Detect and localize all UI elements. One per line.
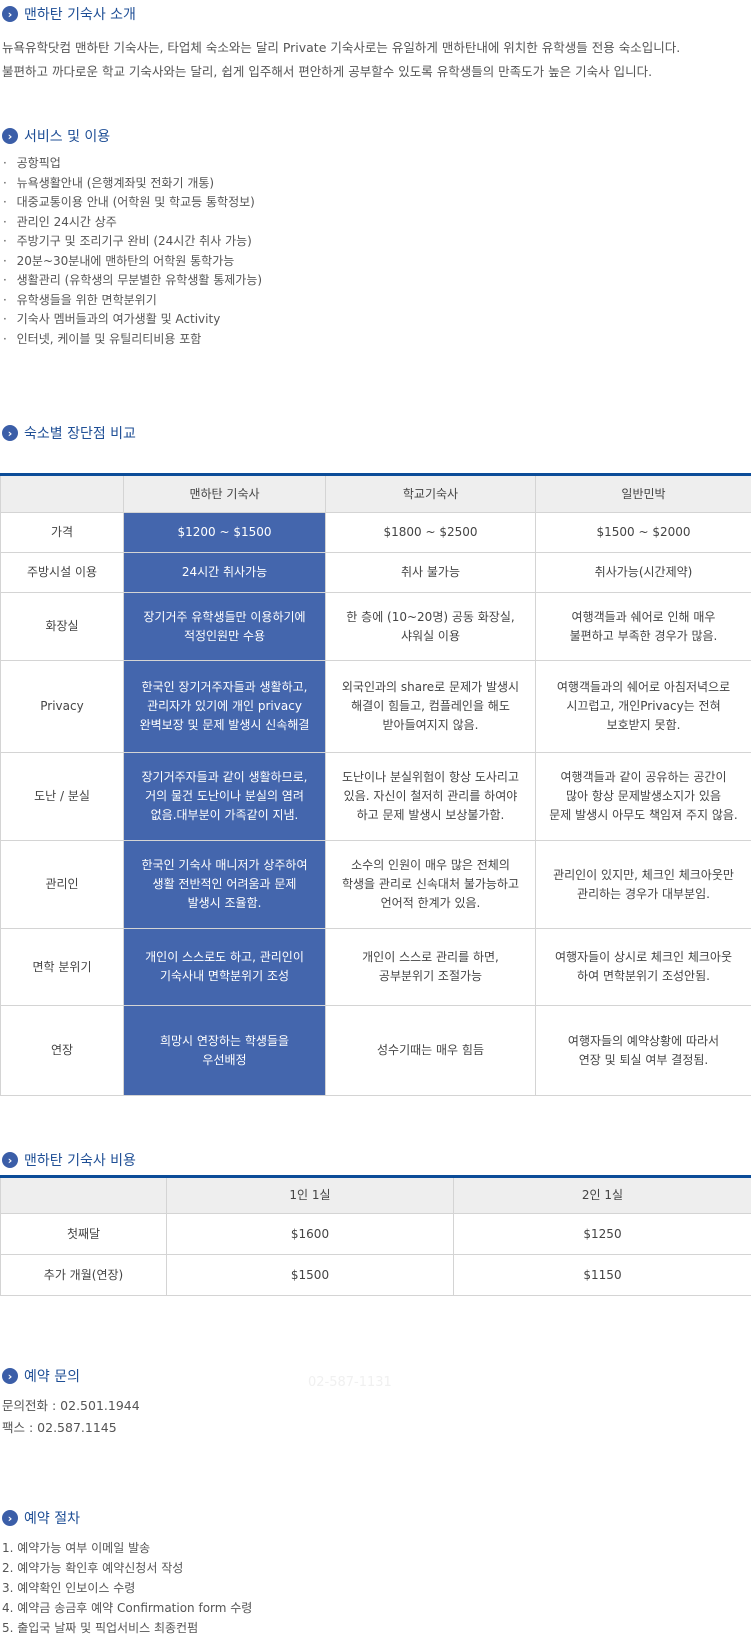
row-label: 면학 분위기 [0,928,124,1006]
table-row: 첫째달 $1600 $1250 [0,1213,751,1255]
list-item: 대중교통이용 안내 (어학원 및 학교등 통학정보) [3,193,262,213]
list-item: 2. 예약가능 확인후 예약신청서 작성 [2,1561,184,1575]
section-title-procedure: › 예약 절차 [2,1508,80,1528]
faint-phone: 02-587-1131 [308,1375,392,1390]
list-item: 주방기구 및 조리기구 완비 (24시간 취사 가능) [3,232,262,252]
table-row: 가격 $1200 ~ $1500 $1800 ~ $2500 $1500 ~ $200… [0,512,751,553]
table-row: 주방시설 이용 24시간 취사가능 취사 불가능 취사가능(시간제약) [0,552,751,593]
table-cell: 장기거주자들과 같이 생활하므로, 거의 물건 도난이나 분실의 염려 없음.대… [123,752,326,841]
table-cell: 여행자들의 예약상황에 따라서 연장 및 퇴실 여부 결정됨. [535,1005,751,1096]
row-label: Privacy [0,660,124,753]
comparison-table: 맨하탄 기숙사 학교기숙사 일반민박 가격 $1200 ~ $1500 $1800 ~ $… [0,473,751,1096]
table-cell: 도난이나 분실위험이 항상 도사리고 있음. 자신이 철저히 관리를 하여야 하… [325,752,536,841]
intro-text: 뉴욕유학닷컴 맨하탄 기숙사는, 타업체 숙소와는 달리 Private 기숙사… [2,40,681,79]
section-title-compare: › 숙소별 장단점 비교 [2,423,136,443]
table-cell: 여행자들이 상시로 체크인 체크아웃 하여 면학분위기 조성안됨. [535,928,751,1006]
list-item: 3. 예약확인 인보이스 수령 [2,1581,136,1595]
column-header [0,474,124,513]
list-item: 관리인 24시간 상주 [3,213,262,233]
list-item: 공항픽업 [3,154,262,174]
table-cell: $1600 [166,1213,454,1255]
list-item: 4. 예약금 송금후 예약 Confirmation form 수령 [2,1601,253,1615]
row-label: 추가 개월(연장) [0,1254,167,1296]
table-row: 화장실 장기거주 유학생들만 이용하기에 적정인원만 수용 한 층에 (10~20명… [0,592,751,661]
chevron-right-icon: › [2,1368,18,1384]
table-cell: 성수기때는 매우 힘듬 [325,1005,536,1096]
list-item: 인터넷, 케이블 및 유틸리티비용 포함 [3,330,262,350]
table-cell: 외국인과의 share로 문제가 발생시 해결이 힘들고, 컴플레인을 해도 받… [325,660,536,753]
table-cell: 24시간 취사가능 [123,552,326,593]
procedure-list: 1. 예약가능 여부 이메일 발송 2. 예약가능 확인후 예약신청서 작성 3. … [2,1538,252,1638]
table-cell: 한국인 장기거주자들과 생활하고, 관리자가 있기에 개인 privacy 완벽… [123,660,326,753]
section-title-intro: › 맨하탄 기숙사 소개 [2,4,136,24]
column-header: 맨하탄 기숙사 [123,474,326,513]
table-row: 추가 개월(연장) $1500 $1150 [0,1254,751,1296]
table-cell: 장기거주 유학생들만 이용하기에 적정인원만 수용 [123,592,326,661]
list-item: 생활관리 (유학생의 무분별한 유학생활 통제가능) [3,271,262,291]
chevron-right-icon: › [2,1152,18,1168]
row-label: 가격 [0,512,124,553]
section-title-inquiry: › 예약 문의 [2,1366,80,1386]
table-cell: 한 층에 (10~20명) 공동 화장실, 샤워실 이용 [325,592,536,661]
list-item: 5. 출입국 날짜 및 픽업서비스 최종컨펌 [2,1621,199,1635]
table-row: 관리인 한국인 기숙사 매니저가 상주하여 생활 전반적인 어려움과 문제 발생시… [0,840,751,929]
table-row: 도난 / 분실 장기거주자들과 같이 생활하므로, 거의 물건 도난이나 분실의 … [0,752,751,841]
table-cell: 한국인 기숙사 매니저가 상주하여 생활 전반적인 어려움과 문제 발생시 조율… [123,840,326,929]
list-item: 기숙사 멤버들과의 여가생활 및 Activity [3,310,262,330]
phone: 문의전화 : 02.501.1944 [2,1398,140,1413]
table-cell: 여행객들과 같이 공유하는 공간이 많아 항상 문제발생소지가 있음 문제 발생… [535,752,751,841]
column-header: 일반민박 [535,474,751,513]
table-cell: 개인이 스스로 관리를 하면, 공부분위기 조절가능 [325,928,536,1006]
table-cell: 희망시 연장하는 학생들을 우선배정 [123,1005,326,1096]
table-cell: 취사 불가능 [325,552,536,593]
table-cell: 개인이 스스로도 하고, 관리인이 기숙사내 면학분위기 조성 [123,928,326,1006]
list-item: 뉴욕생활안내 (은행계좌및 전화기 개통) [3,174,262,194]
table-row: 면학 분위기 개인이 스스로도 하고, 관리인이 기숙사내 면학분위기 조성 개인이… [0,928,751,1006]
column-header: 2인 1실 [453,1176,751,1214]
contact-info: 문의전화 : 02.501.1944 팩스 : 02.587.1145 [2,1395,140,1439]
row-label: 화장실 [0,592,124,661]
table-cell: 취사가능(시간제약) [535,552,751,593]
column-header: 학교기숙사 [325,474,536,513]
table-row: Privacy 한국인 장기거주자들과 생활하고, 관리자가 있기에 개인 pri… [0,660,751,753]
list-item: 20분~30분내에 맨하탄의 어학원 통학가능 [3,252,262,272]
row-label: 주방시설 이용 [0,552,124,593]
row-label: 첫째달 [0,1213,167,1255]
row-label: 연장 [0,1005,124,1096]
section-title-cost: › 맨하탄 기숙사 비용 [2,1150,136,1170]
table-cell: 소수의 인원이 매우 많은 전체의 학생을 관리로 신속대처 불가능하고 언어적… [325,840,536,929]
chevron-right-icon: › [2,6,18,22]
chevron-right-icon: › [2,425,18,441]
list-item: 유학생들을 위한 면학분위기 [3,291,262,311]
table-cell: $1500 [166,1254,454,1296]
chevron-right-icon: › [2,128,18,144]
fax: 팩스 : 02.587.1145 [2,1420,117,1435]
table-cell: 관리인이 있지만, 체크인 체크아웃만 관리하는 경우가 대부분임. [535,840,751,929]
column-header: 1인 1실 [166,1176,454,1214]
table-row: 연장 희망시 연장하는 학생들을 우선배정 성수기때는 매우 힘듬 여행자들의 예약상… [0,1005,751,1096]
column-header [0,1176,167,1214]
list-item: 1. 예약가능 여부 이메일 발송 [2,1541,151,1555]
cost-table: 1인 1실 2인 1실 첫째달 $1600 $1250 추가 개월(연장) $1500 $11… [0,1175,751,1296]
chevron-right-icon: › [2,1510,18,1526]
table-cell: $1800 ~ $2500 [325,512,536,553]
services-list: 공항픽업뉴욕생활안내 (은행계좌및 전화기 개통)대중교통이용 안내 (어학원 … [3,154,262,349]
table-cell: 여행객들과 쉐어로 인해 매우 불편하고 부족한 경우가 많음. [535,592,751,661]
table-cell: $1250 [453,1213,751,1255]
table-cell: 여행객들과의 쉐어로 아침저녁으로 시끄럽고, 개인Privacy는 전혀 보호… [535,660,751,753]
table-cell: $1500 ~ $2000 [535,512,751,553]
table-cell: $1200 ~ $1500 [123,512,326,553]
row-label: 관리인 [0,840,124,929]
section-title-services: › 서비스 및 이용 [2,126,110,146]
row-label: 도난 / 분실 [0,752,124,841]
table-cell: $1150 [453,1254,751,1296]
